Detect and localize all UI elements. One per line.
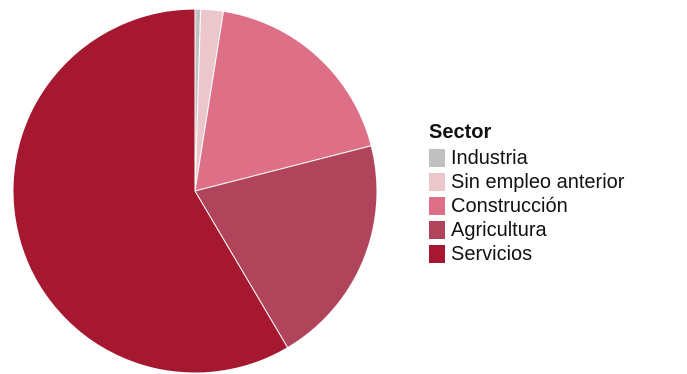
legend: Sector Industria Sin empleo anterior Const… bbox=[429, 120, 624, 266]
legend-label: Industria bbox=[451, 147, 528, 169]
legend-item: Industria bbox=[429, 146, 624, 170]
legend-item: Construcción bbox=[429, 194, 624, 218]
legend-label: Agricultura bbox=[451, 219, 547, 241]
pie-slice-servicios bbox=[12, 8, 289, 374]
legend-label: Sin empleo anterior bbox=[451, 171, 625, 193]
pie-slice-agricultura bbox=[194, 145, 378, 349]
pie-slice-construcción bbox=[194, 10, 372, 192]
legend-item: Agricultura bbox=[429, 218, 624, 242]
legend-items: Industria Sin empleo anterior Construcción… bbox=[429, 146, 624, 266]
legend-label: Construcción bbox=[451, 195, 568, 217]
legend-swatch bbox=[429, 221, 445, 239]
legend-swatch bbox=[429, 197, 445, 215]
legend-swatch bbox=[429, 173, 445, 191]
legend-swatch bbox=[429, 149, 445, 167]
pie-slices bbox=[12, 8, 378, 374]
legend-label: Servicios bbox=[451, 243, 533, 265]
legend-item: Sin empleo anterior bbox=[429, 170, 624, 194]
legend-title: Sector bbox=[429, 121, 492, 143]
legend-swatch bbox=[429, 245, 445, 263]
legend-item: Servicios bbox=[429, 242, 624, 266]
